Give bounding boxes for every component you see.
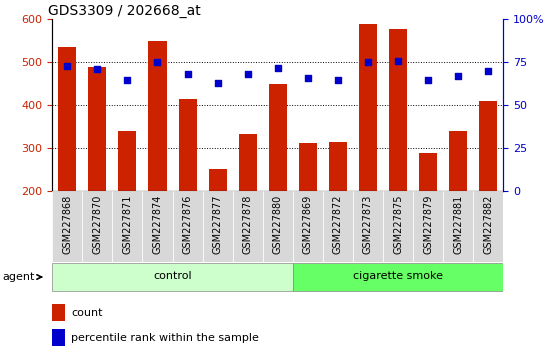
Text: control: control	[153, 272, 192, 281]
Text: GSM227876: GSM227876	[183, 195, 192, 254]
Text: GSM227882: GSM227882	[483, 195, 493, 254]
Text: GSM227870: GSM227870	[92, 195, 102, 254]
Bar	[52, 304, 65, 321]
Point	[93, 67, 102, 72]
Text: GSM227875: GSM227875	[393, 195, 403, 254]
Bar	[112, 191, 142, 262]
Point	[213, 80, 222, 86]
Point	[333, 77, 342, 82]
Text: count: count	[71, 308, 103, 318]
Point	[364, 59, 372, 65]
Bar	[449, 131, 467, 191]
Bar	[173, 191, 202, 262]
Point	[484, 68, 493, 74]
Bar	[479, 101, 497, 191]
Text: GSM227881: GSM227881	[453, 195, 463, 254]
Bar	[323, 191, 353, 262]
Bar	[269, 84, 287, 191]
Text: cigarette smoke: cigarette smoke	[353, 272, 443, 281]
Point	[424, 77, 432, 82]
Text: GSM227878: GSM227878	[243, 195, 252, 254]
Text: agent: agent	[3, 272, 41, 282]
Point	[123, 77, 132, 82]
Bar	[208, 169, 227, 191]
Bar	[52, 263, 293, 291]
Bar	[233, 191, 263, 262]
Bar	[142, 191, 173, 262]
Bar	[179, 99, 196, 191]
Point	[183, 72, 192, 77]
Text: GDS3309 / 202668_at: GDS3309 / 202668_at	[48, 5, 201, 18]
Bar	[443, 191, 473, 262]
Bar	[118, 131, 136, 191]
Bar	[239, 134, 257, 191]
Text: GSM227868: GSM227868	[62, 195, 72, 254]
Bar	[299, 143, 317, 191]
Bar	[293, 263, 503, 291]
Text: GSM227874: GSM227874	[152, 195, 162, 254]
Bar	[293, 191, 323, 262]
Bar	[383, 191, 413, 262]
Bar	[148, 41, 167, 191]
Text: GSM227873: GSM227873	[363, 195, 373, 254]
Bar	[52, 191, 82, 262]
Point	[63, 63, 72, 69]
Text: GSM227869: GSM227869	[303, 195, 313, 254]
Bar	[359, 24, 377, 191]
Bar	[473, 191, 503, 262]
Point	[243, 72, 252, 77]
Bar	[419, 153, 437, 191]
Bar	[202, 191, 233, 262]
Point	[304, 75, 312, 81]
Point	[454, 73, 463, 79]
Bar	[263, 191, 293, 262]
Text: GSM227880: GSM227880	[273, 195, 283, 254]
Text: GSM227877: GSM227877	[213, 195, 223, 254]
Bar	[329, 142, 347, 191]
Text: GSM227879: GSM227879	[423, 195, 433, 254]
Bar	[389, 29, 407, 191]
Bar	[413, 191, 443, 262]
Text: GSM227871: GSM227871	[123, 195, 133, 254]
Bar	[58, 47, 76, 191]
Bar	[52, 329, 65, 346]
Bar	[82, 191, 112, 262]
Text: percentile rank within the sample: percentile rank within the sample	[71, 333, 259, 343]
Text: GSM227872: GSM227872	[333, 195, 343, 254]
Point	[394, 58, 403, 63]
Bar	[89, 67, 106, 191]
Bar	[353, 191, 383, 262]
Point	[273, 65, 282, 70]
Point	[153, 59, 162, 65]
